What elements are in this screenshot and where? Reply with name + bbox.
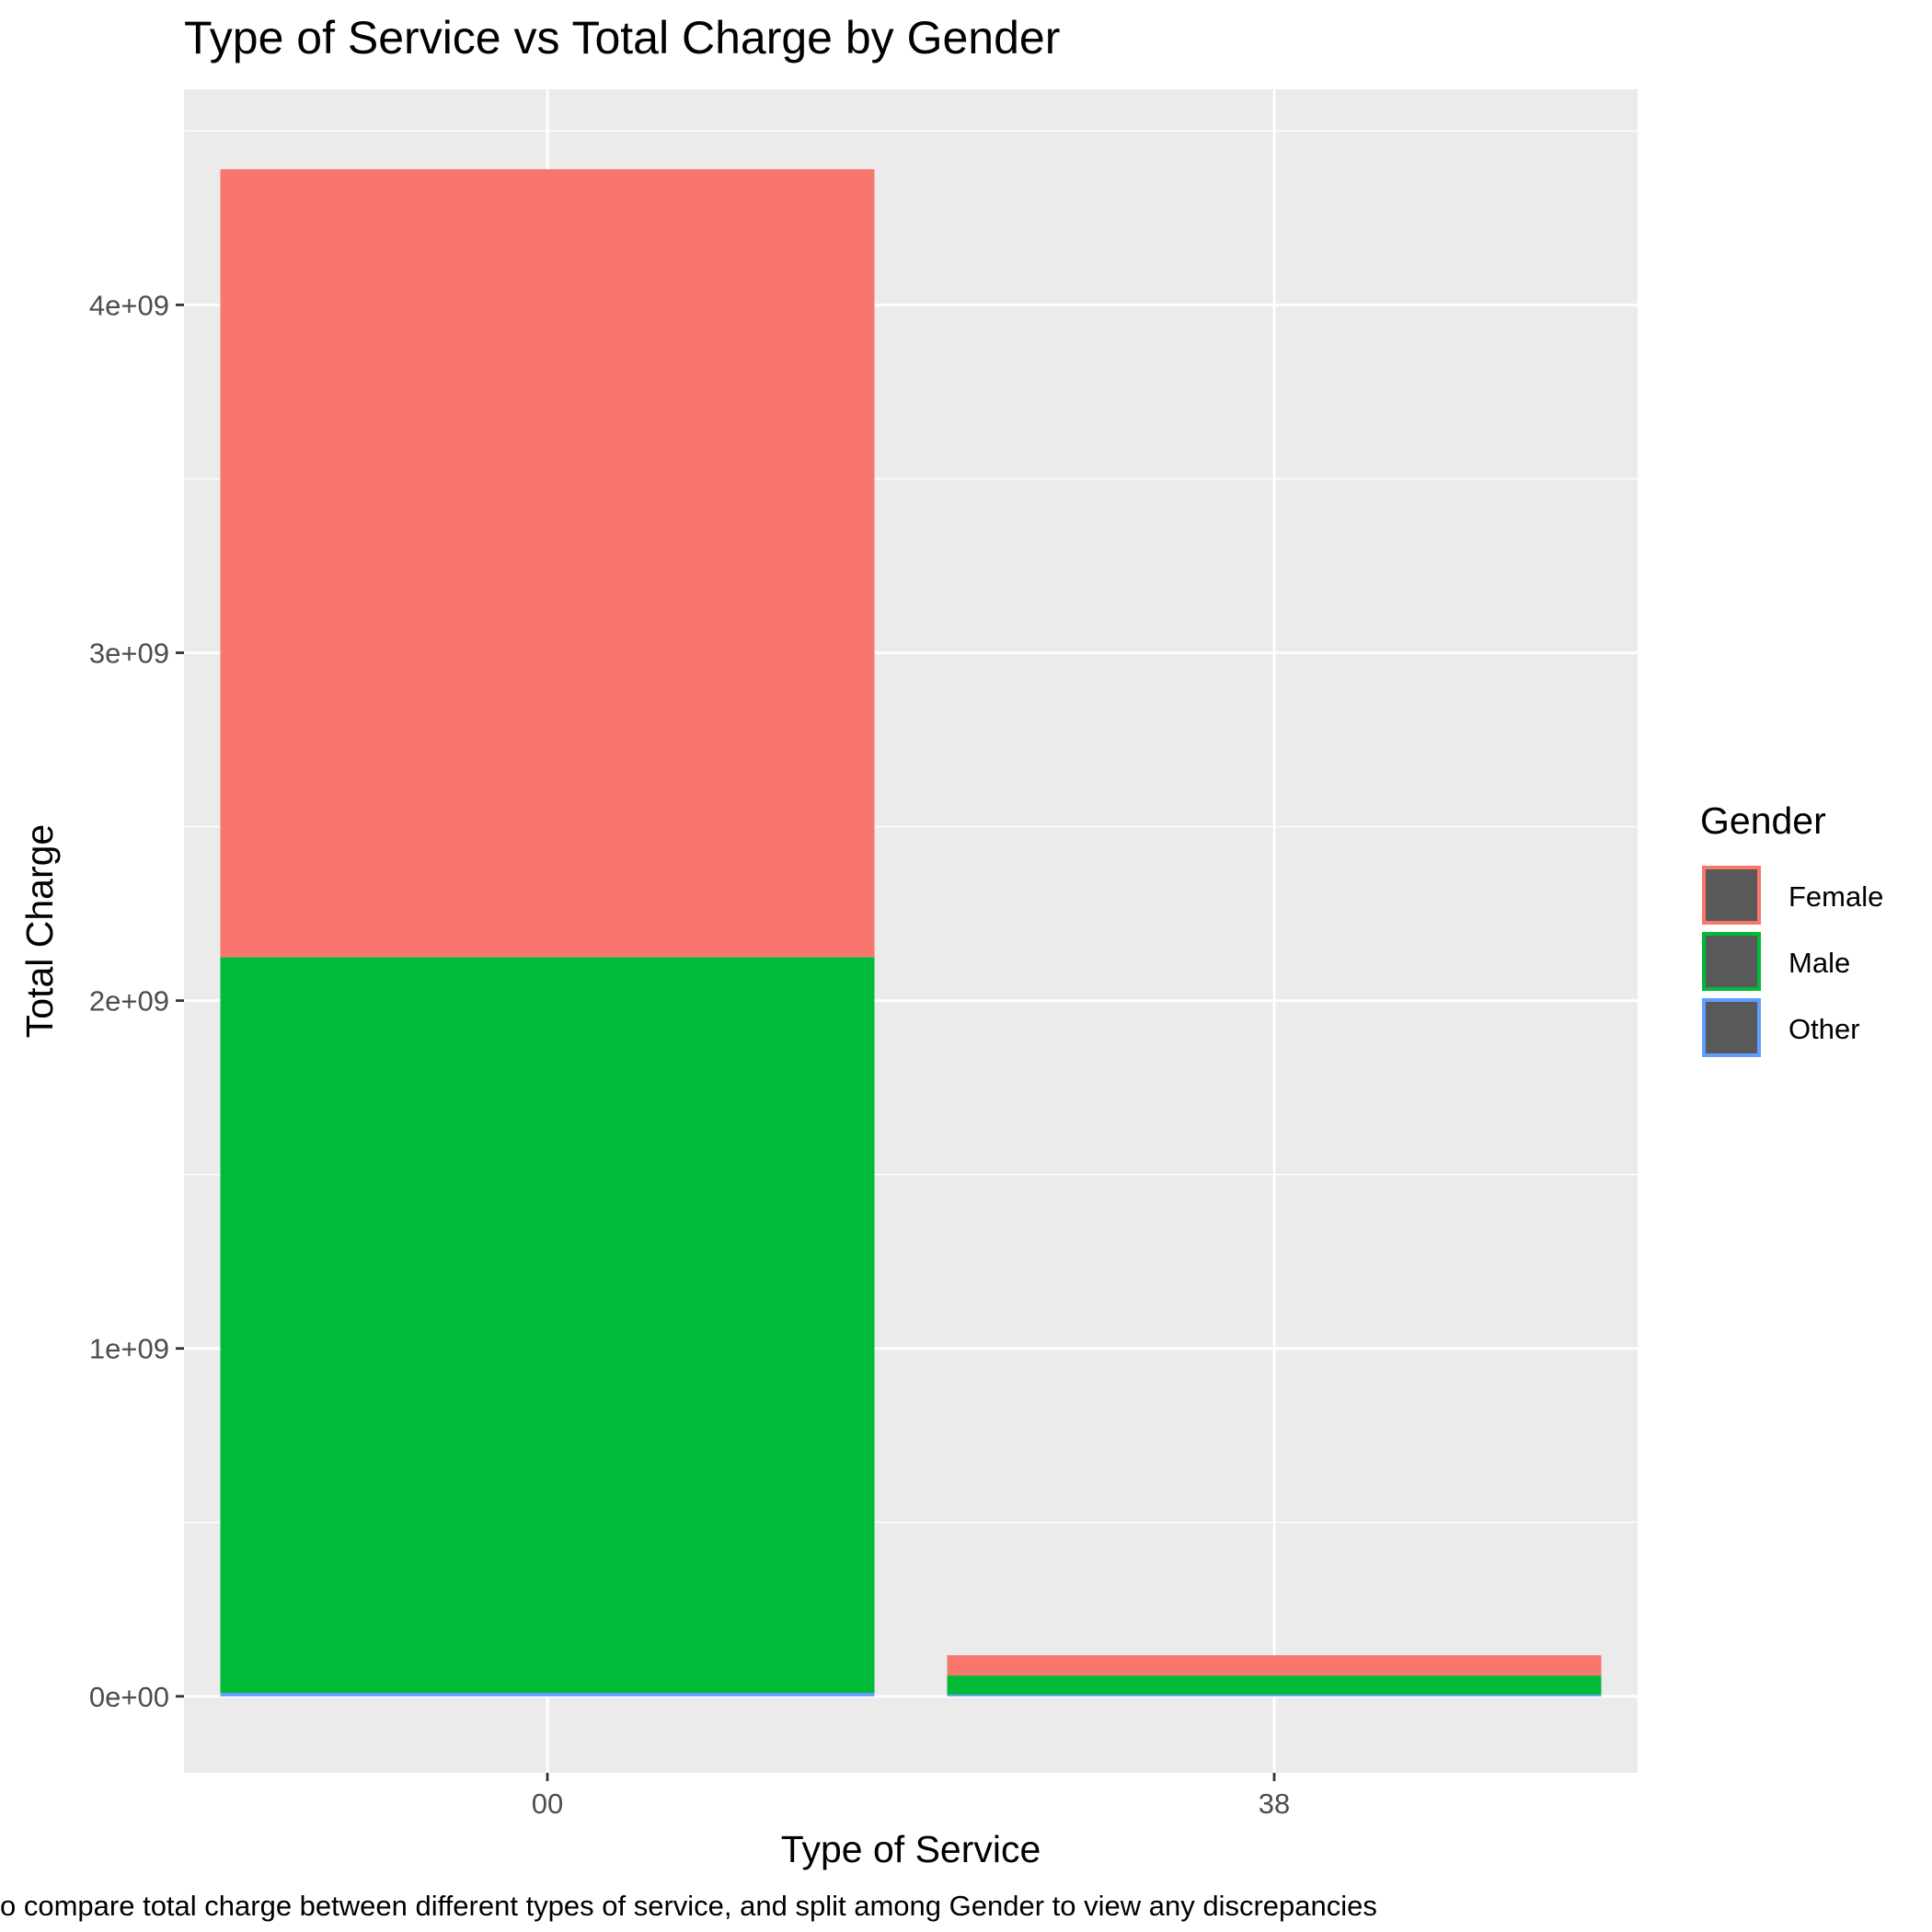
legend: Gender Female Male Other	[1700, 799, 1883, 1057]
y-tick-label: 2e+09	[89, 985, 169, 1018]
y-tick-label: 1e+09	[89, 1333, 169, 1365]
y-tick-label: 3e+09	[89, 638, 169, 670]
legend-label-female: Female	[1788, 880, 1883, 913]
legend-key-male	[1702, 932, 1761, 991]
chart-title: Type of Service vs Total Charge by Gende…	[184, 12, 1060, 63]
bar-segment-male-38	[947, 1675, 1602, 1695]
y-axis: 0e+00 1e+09 2e+09 3e+09 4e+09	[89, 289, 184, 1713]
bar-segment-female-38	[947, 1655, 1602, 1676]
x-axis-title: Type of Service	[781, 1828, 1041, 1870]
legend-label-male: Male	[1788, 947, 1850, 979]
x-tick-label: 00	[532, 1788, 563, 1820]
legend-key-female	[1702, 866, 1761, 925]
bar-segment-male-00	[220, 957, 875, 1694]
legend-label-other: Other	[1788, 1013, 1860, 1045]
x-axis: 00 38	[532, 1773, 1290, 1820]
y-tick-label: 0e+00	[89, 1681, 169, 1713]
bar-segment-female-00	[220, 168, 875, 958]
y-axis-title: Total Charge	[18, 824, 61, 1038]
chart-caption: o compare total charge between different…	[0, 1890, 1377, 1922]
x-tick-label: 38	[1259, 1788, 1290, 1820]
bar-segment-other-00	[220, 1693, 875, 1696]
y-tick-label: 4e+09	[89, 289, 169, 321]
bar-segment-other-38	[947, 1694, 1602, 1696]
bars	[220, 168, 1602, 1696]
legend-key-other	[1702, 998, 1761, 1057]
legend-title: Gender	[1700, 799, 1826, 842]
